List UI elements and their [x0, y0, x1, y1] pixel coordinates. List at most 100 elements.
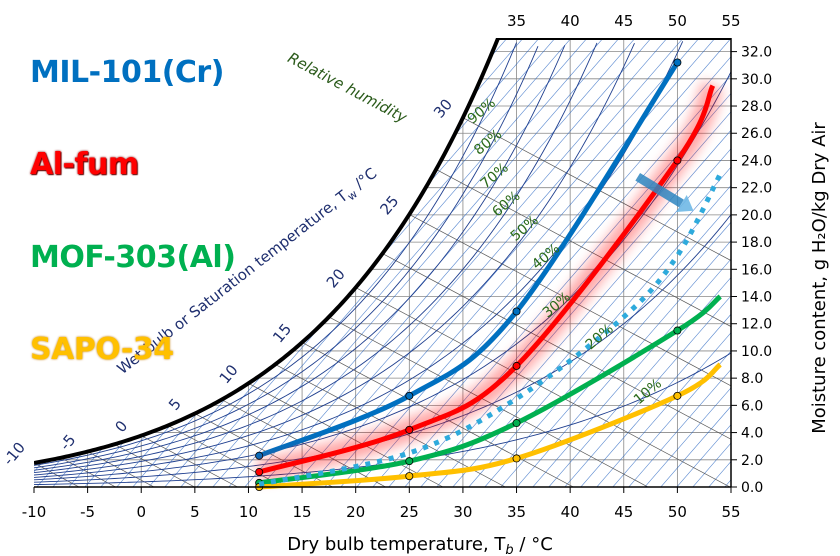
series-point-mof-303-al — [673, 326, 682, 335]
series-layer — [255, 58, 723, 491]
x-tick-label: 35 — [507, 503, 526, 521]
wetbulb-tick-label: 20 — [323, 265, 349, 291]
wetbulb-tick-label: 30 — [430, 95, 456, 121]
x-tick-label: 40 — [561, 503, 580, 521]
series-point-mil-101-cr — [255, 451, 264, 460]
x-tick-label: 10 — [239, 503, 258, 521]
y-tick-label: 2.0 — [741, 453, 763, 469]
y-tick-label: 30.0 — [741, 72, 772, 88]
rh-curve — [34, 43, 635, 476]
y-tick-label: 14.0 — [741, 290, 772, 306]
arrow-head — [676, 194, 694, 213]
y-tick-label: 20.0 — [741, 208, 772, 224]
x-tick-label: 50 — [668, 503, 687, 521]
arrow-shaft — [635, 172, 684, 208]
y-tick-label: 22.0 — [741, 181, 772, 197]
hatch-line — [625, 38, 731, 487]
wetbulb-grid-line — [355, 287, 731, 487]
series-point-mof-303-al — [512, 419, 521, 428]
wetbulb-tick-label: -5 — [56, 431, 79, 454]
hatch-line — [609, 38, 731, 487]
hatch-line — [241, 38, 703, 487]
series-point-sapo-34 — [512, 454, 521, 463]
y-tick-label: 10.0 — [741, 344, 772, 360]
series-point-sapo-34 — [405, 472, 414, 481]
y-tick-label: 6.0 — [741, 398, 763, 414]
x-axis-label: Dry bulb temperature, Tb / °C — [287, 534, 553, 556]
top-tick-label: 35 — [507, 12, 526, 30]
hatch-line — [177, 38, 639, 487]
x-tick-label: 55 — [721, 503, 740, 521]
series-point-al-fum — [512, 361, 521, 370]
hatch-line — [465, 38, 731, 487]
y-tick-label: 16.0 — [741, 262, 772, 278]
rh-curve — [34, 42, 517, 466]
y-tick-label: 4.0 — [741, 426, 763, 442]
top-tick-label: 40 — [561, 12, 580, 30]
hatch-line — [257, 38, 719, 487]
series-line-dotted-reference — [258, 172, 723, 487]
wetbulb-grid-line — [248, 383, 444, 487]
rh-label: 20% — [583, 321, 617, 353]
legend-label-mof303: MOF-303(Al) — [30, 240, 236, 275]
wetbulb-grid-line — [114, 443, 195, 487]
top-tick-label: 55 — [721, 12, 740, 30]
top-tick-label: 45 — [614, 12, 633, 30]
rh-curve — [34, 45, 566, 471]
hatch-line — [417, 38, 731, 487]
top-tick-label: 50 — [668, 12, 687, 30]
y-tick-label: 0.0 — [741, 480, 763, 496]
wetbulb-grid-line — [409, 214, 731, 415]
x-tick-label: 15 — [293, 503, 312, 521]
rh-curve — [34, 45, 539, 469]
x-tick-label: -10 — [22, 503, 47, 521]
hatch-line — [577, 38, 731, 487]
rh-label: 50% — [508, 212, 542, 244]
rh-curve — [34, 42, 598, 474]
hatch-line — [481, 38, 731, 487]
x-tick-label: 5 — [190, 503, 200, 521]
legend-label-alfum: Al-fum — [30, 147, 139, 182]
y-axis-label: Moisture content, g H₂O/kg Dry Air — [809, 122, 830, 434]
axes-layer — [33, 38, 737, 493]
x-tick-label: 45 — [614, 503, 633, 521]
series-line-mil-101-cr — [258, 61, 680, 459]
x-tick-label: 20 — [346, 503, 365, 521]
wetbulb-tick-label: 15 — [269, 320, 295, 346]
series-point-mil-101-cr — [405, 391, 414, 400]
wetbulb-tick-label: 10 — [216, 361, 242, 387]
y-tick-label: 26.0 — [741, 126, 772, 142]
hatch-line — [529, 38, 731, 487]
x-tick-label: 0 — [136, 503, 146, 521]
y-tick-label: 32.0 — [741, 45, 772, 61]
y-tick-label: 18.0 — [741, 235, 772, 251]
y-tick-label: 28.0 — [741, 99, 772, 115]
hatch-line — [433, 38, 731, 487]
series-point-mof-303-al — [405, 457, 414, 466]
hatch-line — [449, 38, 731, 487]
wetbulb-tick-label: 5 — [165, 395, 185, 414]
hatch-line — [593, 38, 731, 487]
wetbulb-tick-label: 0 — [111, 417, 131, 436]
y-tick-label: 12.0 — [741, 317, 772, 333]
wetbulb-grid-line — [382, 253, 731, 469]
rh-title: Relative humidity — [285, 49, 411, 127]
wetbulb-tick-label: 25 — [376, 192, 402, 218]
series-point-mil-101-cr — [512, 307, 521, 316]
series-point-mil-101-cr — [673, 58, 682, 67]
hatch-line — [561, 38, 731, 487]
legend-label-mil101: MIL-101(Cr) — [30, 55, 224, 90]
legend-label-sapo34: SAPO-34 — [30, 332, 174, 367]
saturation-curve — [34, 38, 731, 465]
y-tick-label: 8.0 — [741, 371, 763, 387]
x-tick-label: 30 — [453, 503, 472, 521]
wetbulb-tick-label: -10 — [0, 439, 29, 469]
x-tick-label: 25 — [400, 503, 419, 521]
hatch-line — [353, 38, 731, 487]
hatch-line — [834, 0, 840, 527]
x-tick-label: -5 — [80, 503, 95, 521]
hatch-line — [545, 38, 731, 487]
series-point-al-fum — [255, 468, 264, 477]
series-point-al-fum — [673, 156, 682, 165]
